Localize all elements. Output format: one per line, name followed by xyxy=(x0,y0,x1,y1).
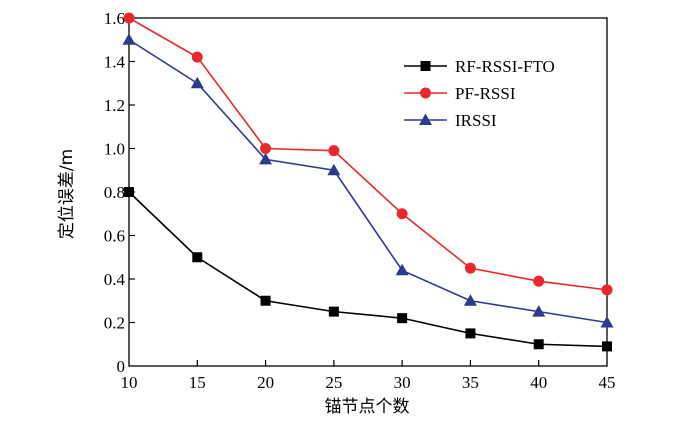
data-point-rf-rssi-fto xyxy=(260,295,271,306)
x-tick-label: 45 xyxy=(599,373,616,392)
y-tick-label: 0.2 xyxy=(104,314,125,333)
y-tick-label: 1.4 xyxy=(104,53,126,72)
y-tick-label: 1.0 xyxy=(104,140,125,159)
axes: 10 15 20 25 30 35 40 45 0 0.2 0.4 0.6 0.8 1.0 1.2 1.4 1.… xyxy=(104,9,616,392)
legend-entry-pf-rssi: PF-RSSI xyxy=(404,84,516,103)
series-irssi xyxy=(122,33,614,328)
data-point-irssi xyxy=(327,163,341,176)
y-axis-title: 定位误差/m xyxy=(57,149,77,239)
data-point-pf-rssi xyxy=(396,208,408,220)
data-point-pf-rssi xyxy=(191,51,203,63)
data-point-rf-rssi-fto xyxy=(124,187,134,197)
y-tick-label: 1.6 xyxy=(104,9,125,28)
data-point-rf-rssi-fto xyxy=(602,341,612,352)
series-line-pf-rssi xyxy=(128,17,608,291)
data-point-irssi xyxy=(190,76,204,89)
data-point-pf-rssi xyxy=(328,145,340,157)
data-point-rf-rssi-fto xyxy=(465,328,476,339)
y-tick-label: 0.4 xyxy=(104,270,126,289)
legend-label: IRSSI xyxy=(455,111,497,130)
data-point-irssi xyxy=(395,263,409,276)
x-tick-label: 20 xyxy=(257,373,274,392)
data-point-rf-rssi-fto xyxy=(533,339,544,350)
legend-marker xyxy=(420,87,431,99)
y-tick-label: 1.2 xyxy=(104,96,125,115)
x-tick-label: 10 xyxy=(121,373,138,392)
legend-marker xyxy=(420,61,431,71)
x-tick-label: 15 xyxy=(189,373,206,392)
data-point-rf-rssi-fto xyxy=(192,252,203,263)
series-pf-rssi xyxy=(123,12,613,296)
series-rf-rssi-fto xyxy=(124,187,612,352)
x-tick-label: 25 xyxy=(325,373,342,392)
y-tick-label: 0 xyxy=(117,357,126,376)
series-layer xyxy=(122,12,614,352)
x-tick-label: 35 xyxy=(462,373,479,392)
data-point-irssi xyxy=(532,305,546,317)
data-point-pf-rssi xyxy=(260,143,272,154)
legend-entry-rf-rssi-fto: RF-RSSI-FTO xyxy=(404,57,555,76)
legend-label: PF-RSSI xyxy=(455,84,516,103)
legend: RF-RSSI-FTO PF-RSSI IRSSI xyxy=(404,57,555,130)
series-line-irssi xyxy=(128,39,608,324)
y-tick-label: 0.8 xyxy=(104,183,125,202)
data-point-irssi xyxy=(259,152,273,165)
data-point-pf-rssi xyxy=(464,262,476,274)
data-point-irssi xyxy=(463,294,477,306)
data-point-rf-rssi-fto xyxy=(328,306,339,317)
y-tick-label: 0.6 xyxy=(104,227,125,246)
data-point-irssi xyxy=(122,33,136,45)
data-point-pf-rssi xyxy=(123,12,135,24)
data-point-irssi xyxy=(600,316,614,328)
x-tick-label: 40 xyxy=(530,373,547,392)
legend-entry-irssi: IRSSI xyxy=(404,111,497,130)
data-point-pf-rssi xyxy=(533,275,545,287)
series-line-rf-rssi-fto xyxy=(128,191,608,348)
data-point-pf-rssi xyxy=(601,284,613,296)
legend-marker xyxy=(419,113,432,125)
x-axis-title: 锚节点个数 xyxy=(325,397,410,417)
data-point-rf-rssi-fto xyxy=(397,313,408,324)
legend-label: RF-RSSI-FTO xyxy=(455,57,555,76)
x-tick-label: 30 xyxy=(394,373,411,392)
